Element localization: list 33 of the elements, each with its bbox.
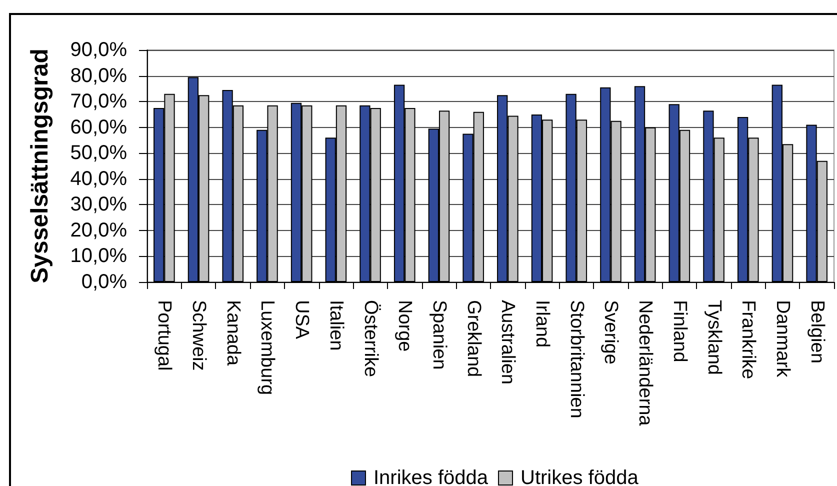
x-tick-label: Frankrike <box>738 300 759 380</box>
x-tick-label: Storbritannien <box>566 300 587 418</box>
x-tick-label: Spanien <box>428 300 450 370</box>
x-tick-label: Sverige <box>600 300 622 364</box>
x-tick-label: Danmark <box>772 300 793 378</box>
x-tick-label: Kanada <box>222 300 244 366</box>
y-tick-label: 90,0% <box>70 39 128 61</box>
y-tick-label: 40,0% <box>70 168 128 190</box>
y-tick-label: 20,0% <box>70 219 128 242</box>
x-tick-label: Grekland <box>462 300 484 378</box>
legend-label: Utrikes födda <box>520 467 640 486</box>
x-tick-label: Schweiz <box>188 300 210 371</box>
y-axis-title: Sysselsättningsgrad <box>26 48 54 284</box>
y-tick-label: 60,0% <box>70 116 128 138</box>
y-tick-label: 10,0% <box>70 245 128 268</box>
x-tick-label: USA <box>291 300 312 340</box>
y-tick-label: 50,0% <box>70 142 128 164</box>
x-tick-label: Nederländerna <box>634 300 656 426</box>
y-tick-label: 70,0% <box>70 90 128 113</box>
y-tick-label: 30,0% <box>70 194 128 216</box>
x-tick-label: Italien <box>325 300 346 351</box>
x-tick-label: Belgien <box>806 300 828 364</box>
x-tick-label: Tyskland <box>703 300 724 375</box>
y-tick-label: 80,0% <box>70 64 128 87</box>
x-tick-label: Australien <box>497 300 518 384</box>
x-tick-label: Portugal <box>154 300 175 371</box>
x-tick-label: Österrike <box>360 300 381 378</box>
x-tick-label: Norge <box>394 300 416 352</box>
x-tick-label: Luxemburg <box>256 300 278 396</box>
x-tick-label: Irland <box>532 300 553 348</box>
legend-label: Inrikes födda <box>374 467 489 486</box>
x-tick-label: Finland <box>668 300 690 362</box>
y-tick-label: 0,0% <box>81 271 128 293</box>
